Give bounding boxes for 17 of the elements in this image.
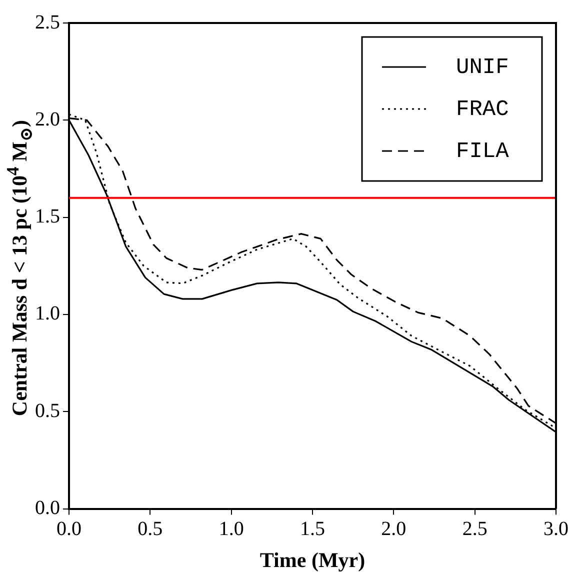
x-tick-label: 1.5 (300, 518, 325, 540)
legend-label: FRAC (456, 96, 509, 122)
legend-label: FILA (456, 138, 510, 164)
x-tick-label: 2.0 (381, 518, 406, 540)
y-tick-label: 1.0 (35, 302, 60, 325)
x-tick-label: 0.0 (56, 518, 82, 540)
x-axis-title: Time (Myr) (260, 548, 366, 572)
x-tick-label: 2.5 (462, 518, 488, 540)
y-tick-label: 0.5 (35, 400, 60, 422)
x-tick-label: 1.0 (218, 518, 244, 540)
y-tick-label: 2.5 (35, 11, 60, 34)
x-tick-label: 0.5 (138, 518, 163, 540)
y-tick-label: 0.0 (35, 497, 60, 520)
legend-label: UNIF (456, 54, 509, 80)
y-tick-label: 2.0 (35, 108, 60, 130)
x-tick-label: 3.0 (544, 518, 568, 540)
y-tick-label: 1.5 (35, 206, 60, 228)
